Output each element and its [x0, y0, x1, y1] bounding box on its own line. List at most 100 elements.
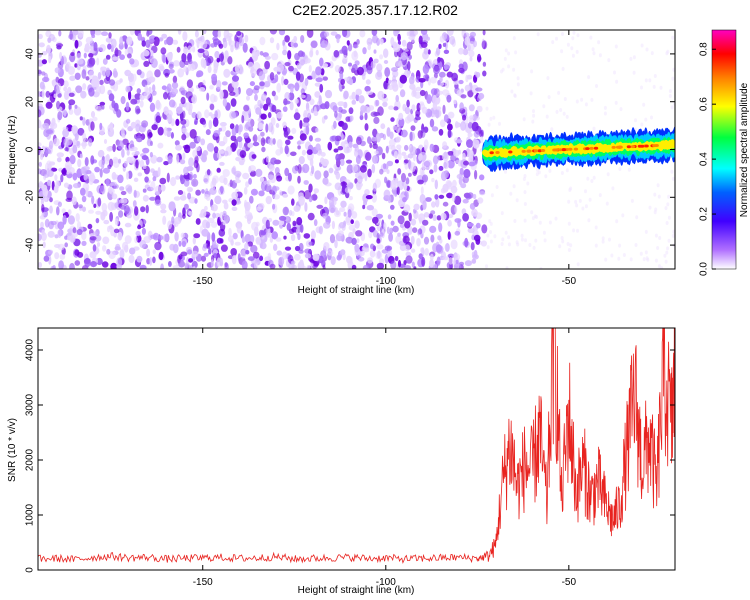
noise-speckle [526, 181, 530, 186]
noise-speckle [480, 240, 487, 247]
noise-speckle [219, 122, 227, 127]
signal-peak [626, 145, 632, 149]
noise-speckle [576, 33, 580, 38]
noise-speckle [444, 79, 450, 89]
noise-speckle [54, 174, 58, 181]
noise-speckle [398, 117, 405, 127]
noise-speckle [375, 132, 381, 143]
noise-speckle [181, 127, 188, 133]
noise-speckle [158, 251, 164, 261]
noise-speckle [580, 97, 584, 102]
noise-speckle [56, 157, 62, 163]
noise-speckle [125, 171, 130, 180]
noise-speckle [49, 197, 53, 203]
noise-speckle [218, 43, 224, 49]
noise-speckle [304, 202, 308, 212]
noise-speckle [194, 120, 198, 125]
noise-speckle [266, 231, 272, 238]
noise-speckle [364, 112, 368, 121]
noise-speckle [254, 51, 259, 61]
noise-speckle [398, 112, 404, 120]
noise-speckle [41, 89, 45, 99]
noise-speckle [290, 234, 296, 242]
noise-speckle [222, 135, 228, 145]
noise-speckle [653, 74, 657, 78]
noise-speckle [210, 93, 216, 103]
noise-speckle [249, 195, 254, 204]
noise-speckle [447, 159, 455, 169]
noise-speckle [116, 109, 122, 118]
noise-speckle [299, 259, 304, 267]
noise-speckle [469, 56, 473, 62]
noise-speckle [420, 30, 428, 35]
noise-speckle [236, 223, 242, 234]
noise-speckle [63, 86, 68, 92]
noise-speckle [648, 205, 652, 210]
noise-speckle [453, 253, 461, 261]
noise-speckle [664, 259, 668, 264]
noise-speckle [130, 121, 137, 129]
noise-speckle [365, 215, 373, 221]
noise-speckle [244, 202, 249, 209]
noise-speckle [157, 142, 164, 149]
noise-speckle [181, 240, 186, 248]
noise-speckle [141, 120, 149, 128]
noise-speckle [174, 140, 180, 146]
noise-speckle [207, 55, 214, 64]
noise-speckle [236, 31, 242, 36]
noise-speckle [409, 162, 416, 173]
noise-speckle [135, 230, 141, 237]
noise-speckle [194, 198, 198, 204]
noise-speckle [389, 131, 394, 140]
noise-speckle [373, 49, 377, 54]
noise-speckle [486, 233, 490, 238]
noise-speckle [271, 52, 279, 61]
noise-speckle [330, 256, 336, 266]
noise-speckle [111, 56, 119, 61]
noise-speckle [530, 69, 534, 74]
noise-speckle [644, 78, 648, 83]
noise-speckle [429, 143, 435, 152]
noise-speckle [584, 204, 588, 209]
y-tick-label: 2000 [25, 448, 36, 471]
noise-speckle [440, 212, 447, 221]
noise-speckle [561, 32, 564, 36]
noise-speckle [348, 196, 353, 201]
noise-speckle [313, 110, 319, 116]
noise-speckle [260, 230, 267, 236]
noise-speckle [442, 201, 449, 207]
noise-speckle [396, 186, 400, 196]
noise-speckle [472, 114, 477, 122]
noise-speckle [208, 248, 212, 255]
noise-speckle [354, 151, 359, 157]
noise-speckle [419, 194, 426, 204]
noise-speckle [401, 151, 407, 156]
noise-speckle [181, 133, 187, 141]
noise-speckle [218, 127, 222, 132]
noise-speckle [350, 219, 355, 225]
noise-speckle [75, 213, 80, 222]
noise-speckle [471, 84, 479, 94]
noise-speckle [282, 106, 288, 112]
noise-speckle [191, 250, 199, 258]
noise-speckle [437, 235, 442, 241]
noise-speckle [72, 30, 79, 36]
noise-speckle [262, 94, 267, 100]
noise-speckle [136, 88, 141, 94]
noise-speckle [500, 211, 504, 216]
noise-speckle [670, 105, 674, 110]
noise-speckle [454, 262, 462, 269]
noise-speckle [88, 53, 94, 58]
noise-speckle [442, 42, 447, 48]
noise-speckle [72, 227, 77, 234]
noise-speckle [340, 134, 345, 141]
noise-speckle [197, 135, 201, 143]
noise-speckle [244, 34, 249, 43]
noise-speckle [422, 64, 430, 75]
noise-speckle [532, 109, 535, 114]
noise-speckle [560, 236, 564, 240]
noise-speckle [107, 201, 115, 211]
noise-speckle [301, 149, 306, 156]
